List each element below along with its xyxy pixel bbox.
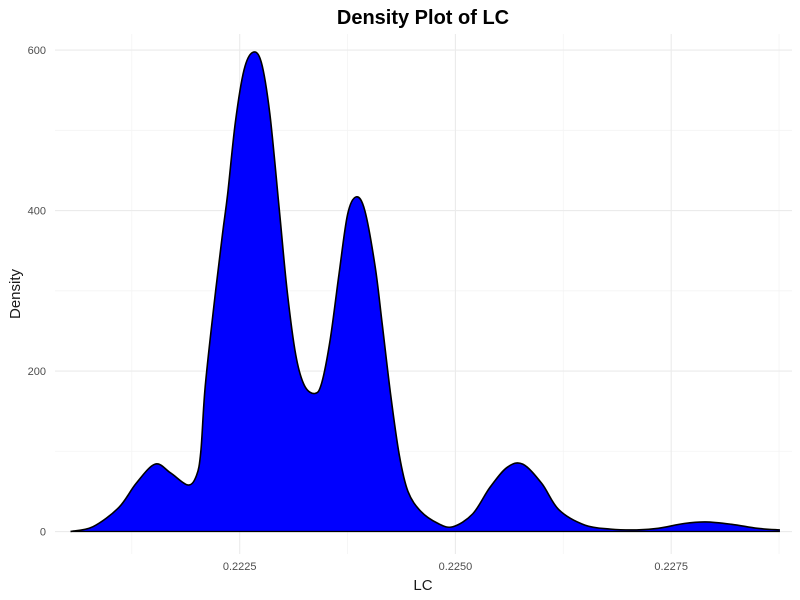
x-tick-label: 0.2275 [654,561,688,573]
y-tick-label: 200 [28,366,46,378]
density-curve [70,51,780,533]
y-tick-label: 400 [28,206,46,218]
tick-labels: 0.2225 0.2250 0.2275 0 200 400 600 [28,45,688,573]
density-area [70,51,780,532]
x-tick-label: 0.2225 [223,561,257,573]
y-tick-label: 0 [40,527,46,539]
x-tick-label: 0.2250 [439,561,473,573]
density-area-layer [70,51,780,533]
chart-title: Density Plot of LC [337,7,509,29]
y-tick-label: 600 [28,45,46,57]
y-axis-label: Density [7,268,24,319]
x-axis-label: LC [413,577,432,594]
